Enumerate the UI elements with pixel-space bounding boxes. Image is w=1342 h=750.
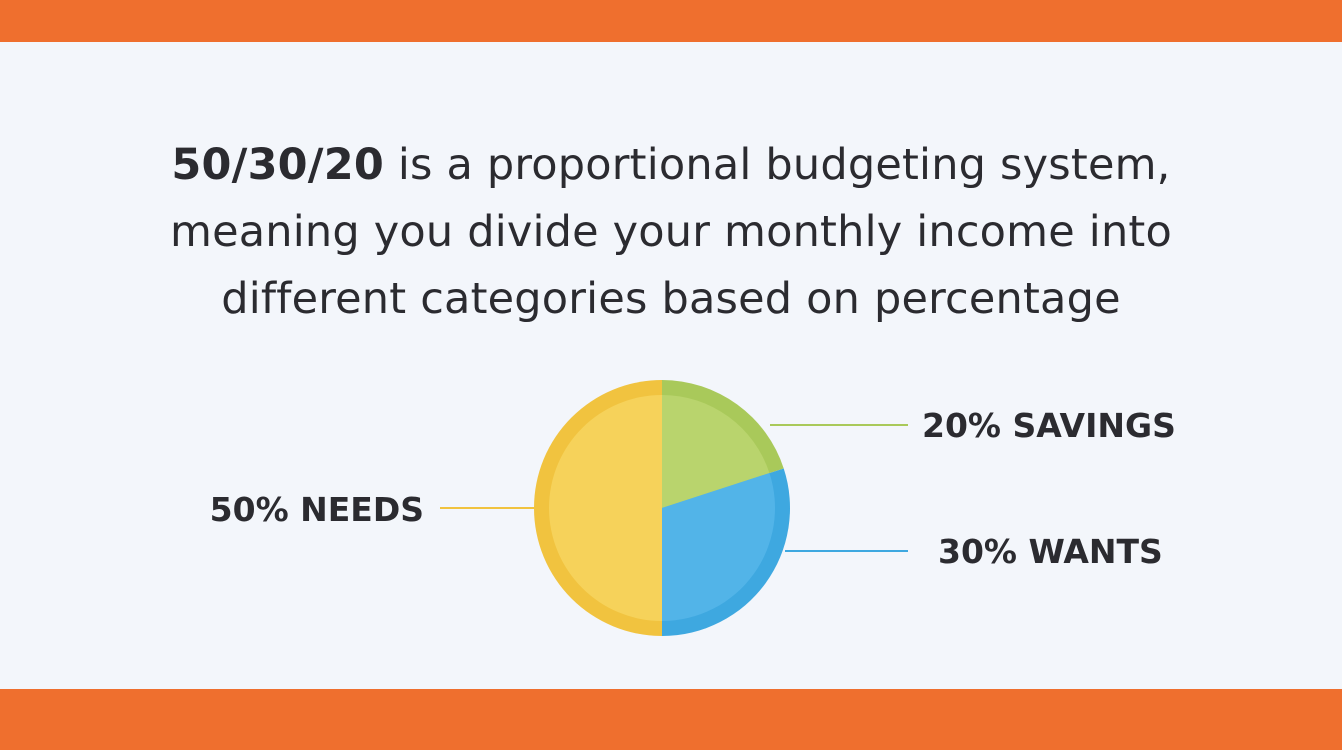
- headline-line-3: different categories based on percentage: [221, 274, 1121, 324]
- pie-slice-highlight-wants: [662, 473, 775, 621]
- pie-slice-highlight-needs: [549, 395, 662, 621]
- headline-emphasis: 50/30/20: [171, 140, 384, 190]
- bottom-orange-band: [0, 689, 1342, 750]
- headline-line-1: 50/30/20 is a proportional budgeting sys…: [0, 132, 1342, 199]
- top-orange-band: [0, 0, 1342, 42]
- headline: 50/30/20 is a proportional budgeting sys…: [0, 132, 1342, 333]
- slice-label-wants: 30% WANTS: [938, 532, 1163, 571]
- headline-line-1-rest: is a proportional budgeting system,: [383, 140, 1171, 190]
- headline-line-2: meaning you divide your monthly income i…: [170, 207, 1172, 257]
- pie-slice-highlight-savings: [662, 395, 770, 508]
- slice-label-savings: 20% SAVINGS: [922, 406, 1176, 445]
- slice-label-needs: 50% NEEDS: [210, 490, 424, 529]
